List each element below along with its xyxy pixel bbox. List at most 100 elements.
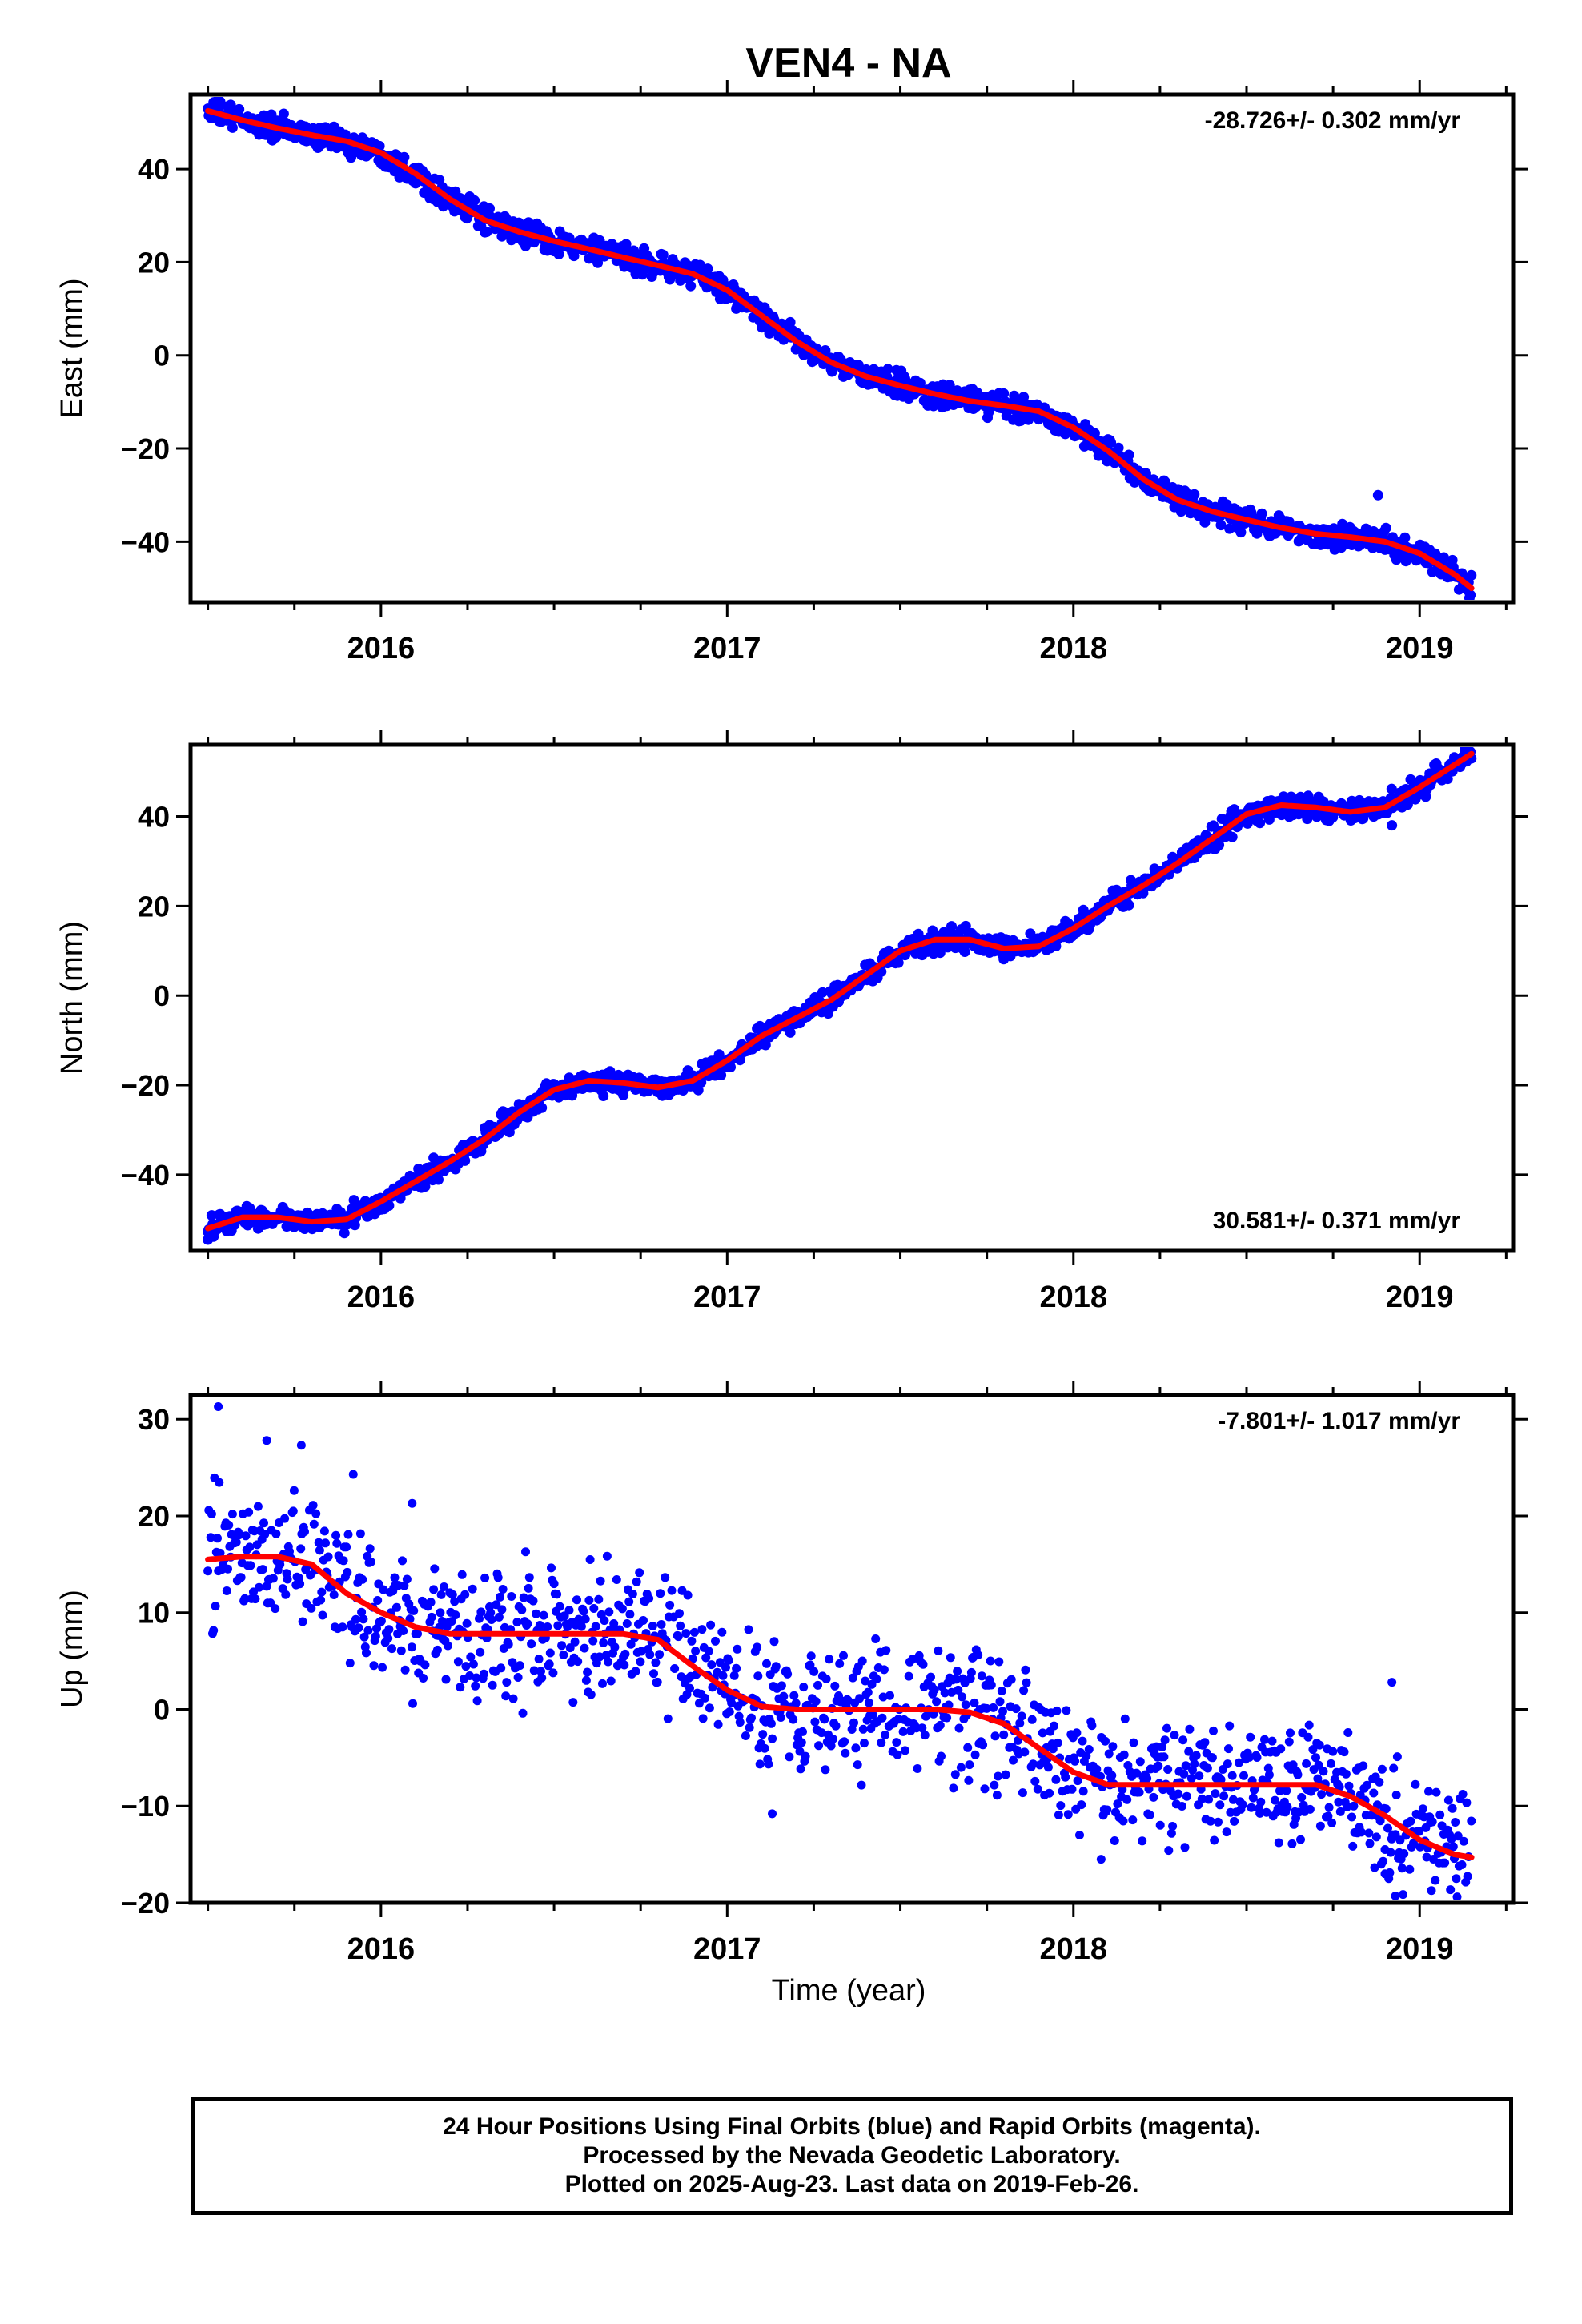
- data-point: [986, 1680, 996, 1690]
- data-point: [1435, 1810, 1445, 1819]
- data-point: [253, 1502, 263, 1511]
- data-point: [1328, 1747, 1338, 1756]
- data-point: [932, 1697, 942, 1707]
- data-point: [487, 1615, 496, 1624]
- data-point: [1158, 1743, 1167, 1751]
- data-point: [1427, 1886, 1436, 1896]
- data-point: [990, 1731, 1000, 1741]
- up-x-tick-label: 2016: [347, 1932, 416, 1966]
- data-point: [598, 1091, 609, 1101]
- data-point: [1349, 1801, 1359, 1811]
- north-data-points: [203, 747, 1477, 1245]
- data-point: [1363, 1780, 1371, 1790]
- up-rate-label: -7.801+/- 1.017 mm/yr: [1218, 1408, 1460, 1434]
- data-point: [1275, 1786, 1284, 1795]
- data-point: [1197, 1794, 1207, 1803]
- data-point: [930, 1685, 939, 1695]
- data-point: [1356, 1827, 1366, 1837]
- data-point: [814, 1741, 824, 1751]
- data-point: [236, 1573, 246, 1582]
- data-point: [339, 1228, 350, 1239]
- data-point: [1123, 899, 1134, 911]
- data-point: [954, 1723, 964, 1733]
- data-point: [965, 1760, 974, 1770]
- data-point: [769, 1637, 779, 1647]
- data-point: [207, 1510, 216, 1518]
- data-point: [468, 1584, 477, 1594]
- data-point: [918, 1659, 928, 1669]
- data-point: [1389, 1763, 1399, 1773]
- data-point: [1399, 1849, 1409, 1858]
- data-point: [321, 1538, 330, 1548]
- data-point: [947, 1687, 956, 1697]
- data-point: [683, 1590, 693, 1600]
- data-point: [1271, 1795, 1279, 1805]
- data-point: [1061, 1772, 1070, 1782]
- data-point: [363, 1626, 373, 1635]
- data-point: [1134, 1787, 1144, 1797]
- data-point: [879, 1665, 889, 1675]
- data-point: [796, 1764, 805, 1774]
- data-point: [549, 1579, 559, 1589]
- data-point: [450, 1597, 460, 1606]
- data-point: [527, 1639, 536, 1649]
- data-point: [535, 1621, 544, 1630]
- data-point: [244, 1507, 254, 1517]
- data-point: [764, 328, 775, 339]
- data-point: [1159, 1752, 1169, 1762]
- data-point: [1177, 1802, 1186, 1811]
- data-point: [331, 1530, 341, 1540]
- data-point: [318, 1610, 327, 1620]
- data-point: [300, 1527, 309, 1537]
- data-point: [694, 1699, 704, 1708]
- data-point: [1070, 1756, 1080, 1766]
- data-point-outlier: [1372, 489, 1383, 501]
- data-point-outlier: [203, 1234, 214, 1245]
- up-x-tick-label: 2017: [693, 1932, 761, 1966]
- data-point: [1424, 1787, 1433, 1796]
- data-point: [970, 1698, 979, 1707]
- data-point: [1051, 1775, 1061, 1784]
- data-point: [620, 1660, 629, 1670]
- data-point: [319, 1526, 329, 1536]
- data-point: [222, 1586, 231, 1595]
- data-point: [547, 1563, 556, 1573]
- data-point: [733, 1644, 742, 1654]
- data-point: [817, 987, 828, 998]
- data-point: [950, 1770, 960, 1779]
- data-point: [1465, 1916, 1474, 1924]
- data-point: [529, 1666, 539, 1675]
- data-point: [281, 1590, 291, 1599]
- data-point: [271, 1604, 280, 1614]
- data-point: [821, 1765, 830, 1775]
- data-point: [295, 1579, 305, 1589]
- data-point: [998, 388, 1010, 399]
- data-point: [1392, 1752, 1402, 1762]
- data-point: [1017, 1711, 1026, 1721]
- data-point: [413, 1629, 422, 1638]
- data-point: [1380, 522, 1391, 533]
- data-point: [1256, 508, 1267, 519]
- data-point: [553, 1621, 563, 1630]
- data-point: [771, 1662, 781, 1671]
- data-point: [1216, 1775, 1226, 1784]
- data-point: [436, 1608, 445, 1618]
- data-point: [1075, 1831, 1084, 1839]
- data-point: [708, 1683, 717, 1692]
- data-point: [1078, 1787, 1088, 1796]
- data-point: [371, 1631, 380, 1641]
- data-point: [1054, 1810, 1063, 1819]
- data-point: [727, 1699, 737, 1707]
- data-point: [1215, 1800, 1225, 1810]
- data-point: [648, 1622, 657, 1630]
- data-point: [725, 1707, 734, 1716]
- data-point: [1287, 1839, 1297, 1848]
- data-point: [504, 1639, 513, 1649]
- data-point: [1422, 1852, 1431, 1862]
- data-point: [387, 1644, 396, 1654]
- data-point: [427, 1612, 436, 1622]
- data-point: [1391, 1791, 1401, 1799]
- data-point: [1451, 1818, 1460, 1827]
- data-point: [365, 1544, 375, 1554]
- data-point: [1343, 1802, 1352, 1811]
